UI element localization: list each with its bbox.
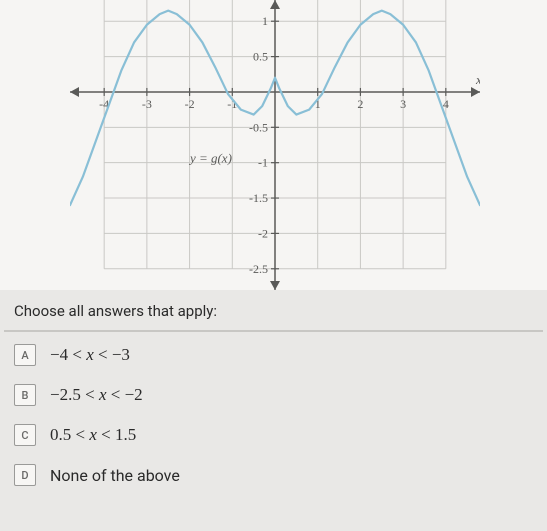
answer-option-b[interactable]: B −2.5 < x < −2 bbox=[14, 384, 533, 406]
options-list: A −4 < x < −3 B −2.5 < x < −2 C 0.5 < x < 1.5… bbox=[0, 344, 547, 486]
svg-text:-3: -3 bbox=[142, 97, 152, 111]
svg-text:-1: -1 bbox=[258, 156, 268, 170]
svg-text:-0.5: -0.5 bbox=[249, 120, 268, 134]
option-letter-box: A bbox=[14, 344, 36, 366]
svg-text:0.5: 0.5 bbox=[253, 50, 268, 64]
option-letter-box: D bbox=[14, 464, 36, 486]
svg-text:-2: -2 bbox=[258, 226, 268, 240]
svg-text:1: 1 bbox=[262, 14, 268, 28]
divider bbox=[4, 330, 543, 332]
option-text: 0.5 < x < 1.5 bbox=[50, 425, 136, 445]
svg-text:-1.5: -1.5 bbox=[249, 191, 268, 205]
svg-text:4: 4 bbox=[443, 97, 449, 111]
svg-text:y = g(x): y = g(x) bbox=[188, 151, 232, 166]
question-prompt: Choose all answers that apply: bbox=[0, 290, 547, 330]
answer-option-a[interactable]: A −4 < x < −3 bbox=[14, 344, 533, 366]
svg-text:-2.5: -2.5 bbox=[249, 262, 268, 276]
option-text: None of the above bbox=[50, 466, 180, 485]
function-graph: -4-3-2-1123410.5-0.5-1-1.5-2-2.5xy = g(x… bbox=[70, 0, 480, 290]
svg-text:2: 2 bbox=[357, 97, 363, 111]
svg-text:x: x bbox=[475, 72, 480, 87]
answer-option-d[interactable]: D None of the above bbox=[14, 464, 533, 486]
chart-region: -4-3-2-1123410.5-0.5-1-1.5-2-2.5xy = g(x… bbox=[0, 0, 547, 290]
option-text: −4 < x < −3 bbox=[50, 345, 130, 365]
option-text: −2.5 < x < −2 bbox=[50, 385, 143, 405]
svg-text:3: 3 bbox=[400, 97, 406, 111]
option-letter-box: C bbox=[14, 424, 36, 446]
option-letter-box: B bbox=[14, 384, 36, 406]
svg-text:-2: -2 bbox=[185, 97, 195, 111]
answer-option-c[interactable]: C 0.5 < x < 1.5 bbox=[14, 424, 533, 446]
